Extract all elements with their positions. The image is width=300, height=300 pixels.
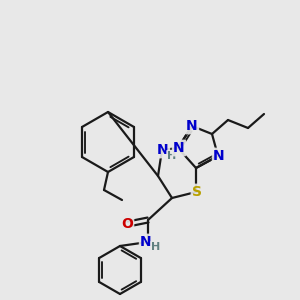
Text: N: N [213,149,225,163]
Text: O: O [121,217,133,231]
Text: H: H [167,151,177,161]
Text: H: H [152,242,160,252]
Text: N: N [140,235,152,249]
Text: N: N [186,119,198,133]
Text: N: N [157,143,169,157]
Text: N: N [173,141,185,155]
Text: S: S [192,185,202,199]
